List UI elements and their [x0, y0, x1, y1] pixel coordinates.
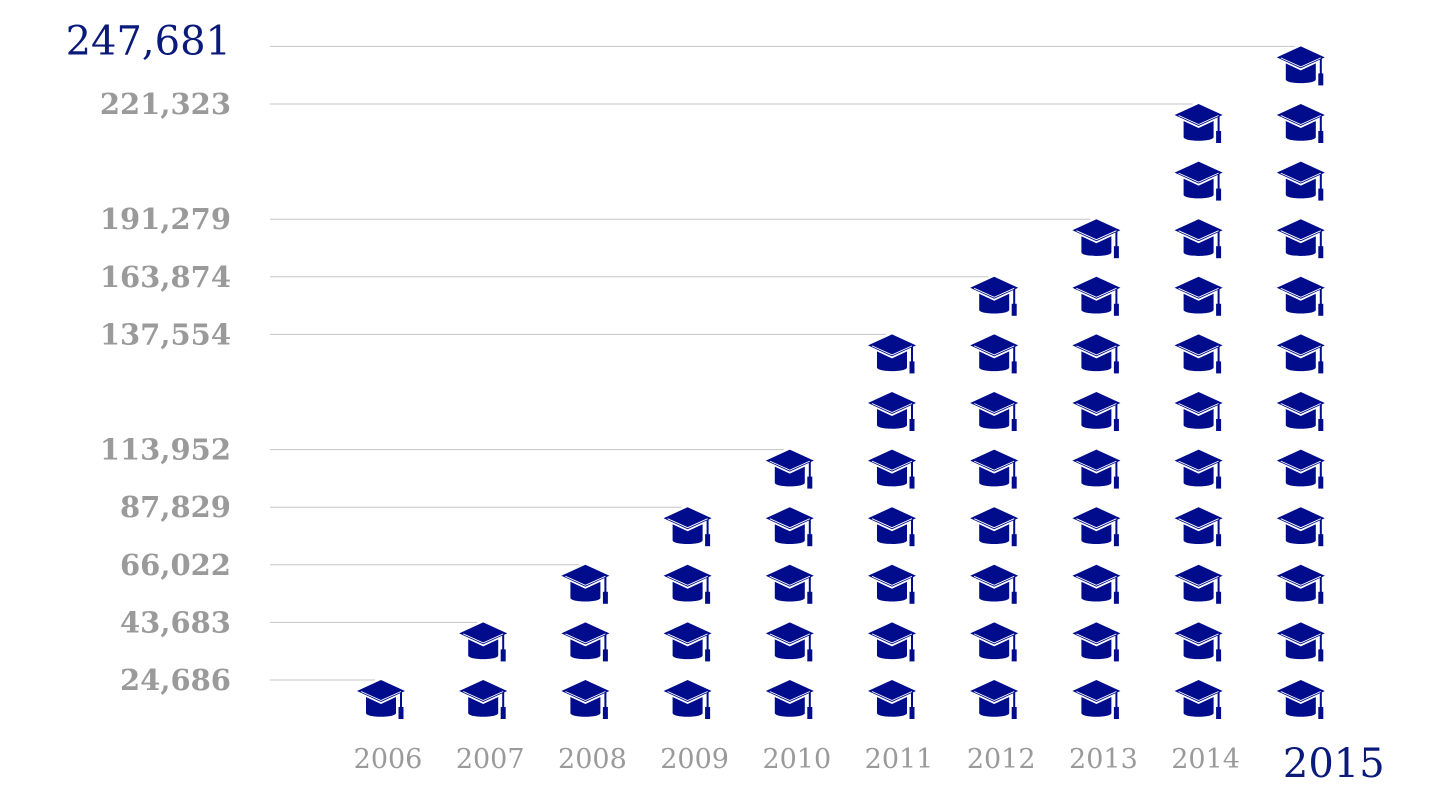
value-label-87-829: 87,829 [120, 490, 231, 524]
graduation-cap-icon [765, 621, 815, 662]
graduation-cap-icon [1071, 391, 1121, 432]
graduation-cap-icon [969, 621, 1019, 662]
graduation-cap-icon [1071, 564, 1121, 605]
graduation-cap-icon [867, 449, 917, 490]
graduation-cap-icon [765, 679, 815, 720]
graduation-cap-icon [356, 679, 406, 720]
value-label-43-683: 43,683 [120, 605, 231, 639]
value-label-163-874: 163,874 [100, 260, 231, 294]
value-label-191-279: 191,279 [100, 202, 231, 236]
graduation-cap-icon [765, 506, 815, 547]
year-label-2011: 2011 [865, 744, 934, 775]
graduation-cap-icon [969, 449, 1019, 490]
graduation-cap-icon [1174, 449, 1224, 490]
graduation-cap-icon [1276, 564, 1326, 605]
graduation-cap-icon [1276, 679, 1326, 720]
icon-column-2008 [560, 564, 610, 720]
year-label-2015: 2015 [1283, 741, 1385, 787]
graduation-cap-icon [969, 506, 1019, 547]
graduation-cap-icon [969, 564, 1019, 605]
graduation-cap-icon [1174, 218, 1224, 259]
value-labels: 24,686 43,683 66,022 87,829 113,952 137,554 16… [66, 18, 231, 697]
icon-column-2013 [1071, 218, 1121, 720]
value-label-247-681: 247,681 [66, 18, 231, 64]
graduation-cap-icon [1276, 218, 1326, 259]
graduation-cap-icon [969, 333, 1019, 374]
graduation-cap-icon [969, 276, 1019, 317]
graduation-cap-icon [1071, 621, 1121, 662]
graduation-cap-icon [458, 679, 508, 720]
graduation-cap-icon [867, 621, 917, 662]
graduation-cap-icon [1276, 161, 1326, 202]
graduation-cap-icon [1174, 679, 1224, 720]
graduation-cap-icon [663, 621, 713, 662]
graduation-cap-icon [1071, 333, 1121, 374]
value-label-24-686: 24,686 [120, 663, 231, 697]
graduation-cap-icon [867, 391, 917, 432]
year-label-2013: 2013 [1069, 744, 1138, 775]
graduation-cap-icon [867, 333, 917, 374]
graduation-cap-icon [1276, 103, 1326, 144]
graduation-cap-icon [663, 679, 713, 720]
graduation-cap-icon [867, 679, 917, 720]
graduation-cap-icon [1276, 276, 1326, 317]
graduation-cap-icon [560, 564, 610, 605]
graduation-cap-icon [663, 506, 713, 547]
graduation-cap-icon [663, 564, 713, 605]
graduation-cap-icon [765, 449, 815, 490]
icon-column-2015 [1276, 45, 1326, 720]
graduation-cap-icon [1174, 506, 1224, 547]
graduation-cap-icon [458, 621, 508, 662]
year-label-2007: 2007 [456, 744, 525, 775]
graduation-cap-icon [560, 621, 610, 662]
value-label-66-022: 66,022 [120, 548, 231, 582]
graduation-cap-icon [560, 679, 610, 720]
year-labels: 2006 2007 2008 2009 2010 2011 2012 2013 2014 2015 [354, 741, 1385, 787]
graduation-cap-icon [1174, 333, 1224, 374]
icon-columns [356, 45, 1326, 720]
graduation-cap-icon [1071, 218, 1121, 259]
graduation-cap-icon [969, 391, 1019, 432]
graduation-cap-icon [1071, 449, 1121, 490]
graduation-cap-icon [1276, 621, 1326, 662]
value-label-137-554: 137,554 [100, 317, 231, 351]
graduation-cap-icon [1174, 621, 1224, 662]
graduation-cap-icon [1174, 276, 1224, 317]
year-label-2010: 2010 [762, 744, 831, 775]
year-label-2012: 2012 [967, 744, 1036, 775]
icon-column-2012 [969, 276, 1019, 720]
icon-column-2010 [765, 449, 815, 720]
graduation-cap-icon [1071, 506, 1121, 547]
icon-column-2011 [867, 333, 917, 720]
icon-column-2014 [1174, 103, 1224, 720]
icon-column-2006 [356, 679, 406, 720]
graduation-cap-icon [1276, 391, 1326, 432]
graduation-cap-icon [969, 679, 1019, 720]
year-label-2006: 2006 [354, 744, 423, 775]
graduation-cap-icon [1276, 333, 1326, 374]
graduation-cap-icon [867, 564, 917, 605]
graduation-cap-icon [1276, 45, 1326, 86]
graduation-cap-icon [765, 564, 815, 605]
graduation-cap-icon [1174, 391, 1224, 432]
icon-column-2009 [663, 506, 713, 720]
graduation-cap-icon [1174, 564, 1224, 605]
year-label-2014: 2014 [1171, 744, 1240, 775]
gridlines [270, 45, 1295, 681]
graduation-cap-icon [1174, 103, 1224, 144]
graduation-cap-icon [1276, 506, 1326, 547]
value-label-221-323: 221,323 [100, 87, 231, 121]
graduation-cap-icon [1071, 276, 1121, 317]
graduation-cap-icon [1276, 449, 1326, 490]
graduation-cap-icon [1174, 161, 1224, 202]
graduation-cap-icon [867, 506, 917, 547]
graduation-cap-icon [1071, 679, 1121, 720]
icon-column-2007 [458, 621, 508, 720]
value-label-113-952: 113,952 [100, 433, 231, 467]
year-label-2009: 2009 [660, 744, 729, 775]
year-label-2008: 2008 [558, 744, 627, 775]
